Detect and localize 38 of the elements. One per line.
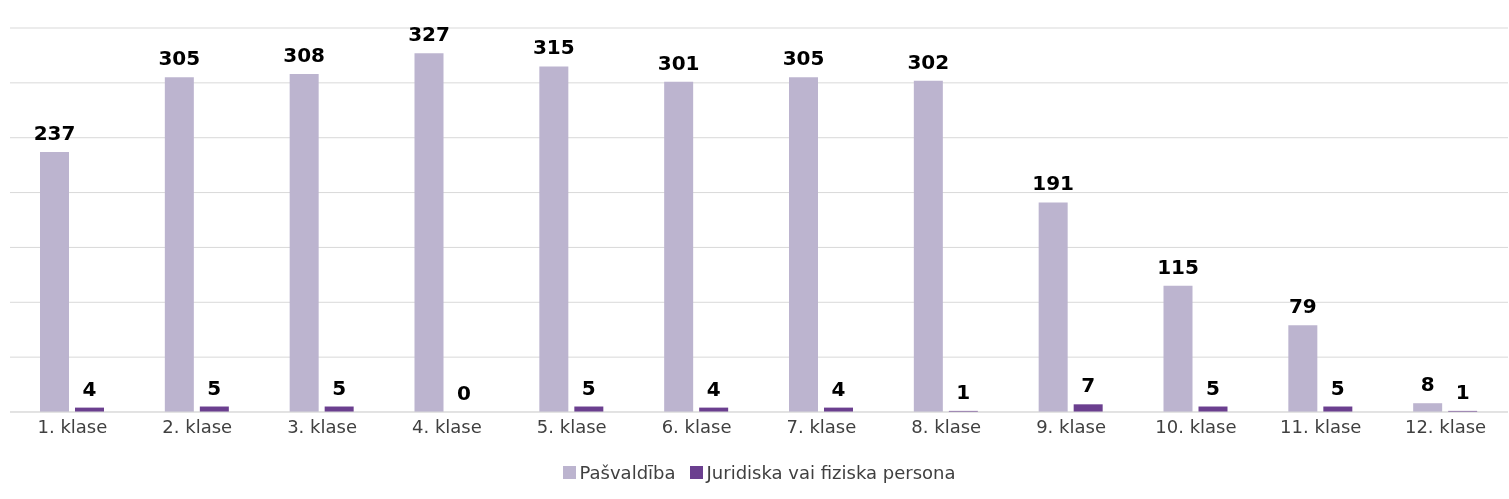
- data-label: 0: [457, 380, 471, 405]
- data-label: 4: [706, 376, 721, 401]
- data-label: 302: [907, 49, 950, 74]
- x-tick-label: 2. klase: [162, 415, 233, 437]
- data-label: 79: [1288, 294, 1317, 319]
- x-tick-label: 6. klase: [661, 415, 732, 437]
- data-label: 115: [1157, 254, 1199, 279]
- data-label: 5: [332, 375, 347, 400]
- x-tick-label: 1. klase: [37, 415, 108, 437]
- x-tick-label: 4. klase: [412, 415, 482, 437]
- x-tick-label: 12. klase: [1404, 415, 1487, 437]
- x-tick-label: 5. klase: [536, 415, 607, 437]
- data-label: 315: [532, 35, 575, 60]
- data-label: 5: [1330, 375, 1345, 400]
- data-label: 4: [831, 376, 846, 401]
- legend-label: Pašvaldība: [578, 462, 676, 483]
- x-tick-label: 8. klase: [911, 415, 982, 437]
- data-label: 5: [1206, 375, 1220, 400]
- data-label: 301: [657, 50, 700, 75]
- data-label: 305: [158, 46, 201, 71]
- data-label: 305: [782, 46, 825, 71]
- x-tick-label: 11. klase: [1280, 415, 1362, 437]
- data-label: 5: [581, 375, 596, 400]
- legend-label: Juridiska vai fiziska persona: [704, 462, 956, 483]
- data-label: 237: [33, 120, 76, 145]
- data-label: 308: [283, 43, 326, 68]
- x-tick-label: 10. klase: [1155, 415, 1237, 437]
- data-label: 1: [1455, 379, 1470, 404]
- data-label: 191: [1032, 171, 1075, 196]
- data-label: 4: [82, 376, 97, 401]
- x-tick-label: 7. klase: [786, 415, 857, 437]
- data-label: 1: [956, 379, 971, 404]
- x-tick-label: 3. klase: [287, 415, 357, 437]
- data-label: 5: [207, 375, 222, 400]
- data-label: 327: [408, 22, 450, 47]
- data-label: 8: [1420, 372, 1435, 397]
- x-tick-label: 9. klase: [1036, 415, 1106, 437]
- data-label: 7: [1081, 373, 1096, 398]
